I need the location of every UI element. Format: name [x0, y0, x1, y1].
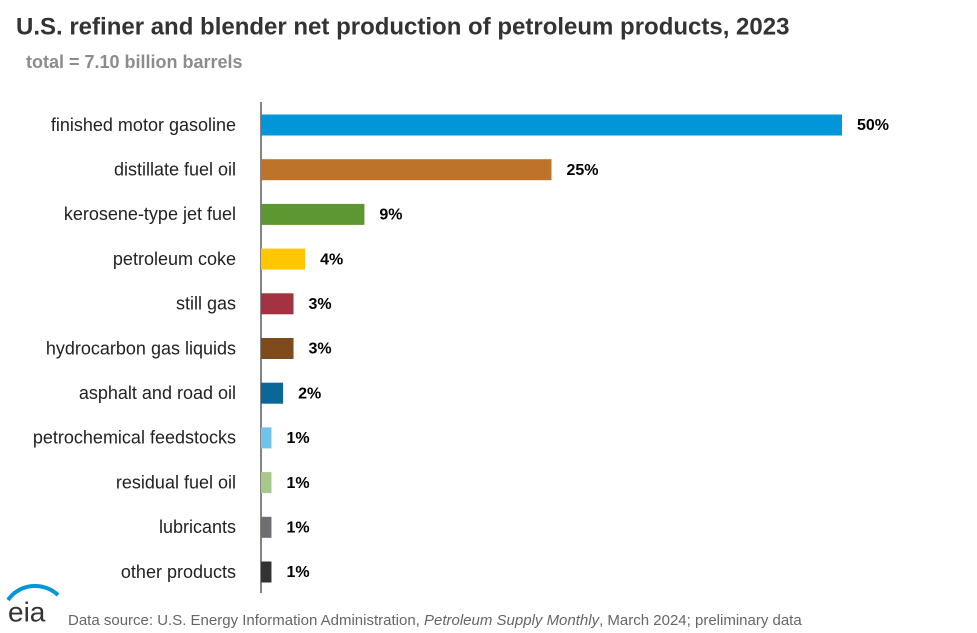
category-label: still gas: [176, 294, 236, 314]
category-label: distillate fuel oil: [114, 159, 236, 179]
category-label: petrochemical feedstocks: [33, 428, 236, 448]
source-note: Data source: U.S. Energy Information Adm…: [68, 612, 802, 629]
source-suffix: , March 2024; preliminary data: [599, 612, 802, 629]
data-label: 3%: [309, 296, 332, 313]
bar: [261, 203, 365, 225]
category-label: kerosene-type jet fuel: [64, 204, 236, 224]
data-label: 1%: [286, 475, 309, 492]
data-label: 1%: [286, 520, 309, 537]
bar: [261, 561, 272, 583]
bar: [261, 293, 294, 315]
source-prefix: Data source: U.S. Energy Information Adm…: [68, 612, 424, 629]
bar: [261, 114, 842, 136]
category-label: petroleum coke: [113, 249, 236, 269]
bar: [261, 472, 272, 494]
bar: [261, 427, 272, 449]
category-label: other products: [121, 562, 236, 582]
bar: [261, 382, 284, 404]
bar: [261, 159, 552, 181]
data-label: 2%: [298, 385, 321, 402]
source-publication: Petroleum Supply Monthly: [424, 612, 601, 629]
category-label: lubricants: [159, 517, 236, 537]
data-label: 1%: [286, 430, 309, 447]
category-label: residual fuel oil: [116, 472, 236, 492]
data-label: 4%: [320, 251, 343, 268]
bar: [261, 516, 272, 538]
bar: [261, 338, 294, 359]
chart-subtitle: total = 7.10 billion barrels: [26, 52, 243, 72]
logo-arc: [6, 583, 60, 602]
category-label: hydrocarbon gas liquids: [46, 338, 236, 358]
data-label: 3%: [309, 341, 332, 358]
bar: [261, 248, 306, 270]
data-label: 9%: [379, 207, 402, 224]
logo: eia: [8, 596, 46, 627]
data-label: 25%: [567, 162, 599, 179]
chart-title: U.S. refiner and blender net production …: [16, 13, 789, 40]
data-label: 50%: [857, 117, 889, 134]
category-label: asphalt and road oil: [79, 383, 236, 403]
category-label: finished motor gasoline: [51, 115, 236, 135]
data-label: 1%: [286, 564, 309, 581]
